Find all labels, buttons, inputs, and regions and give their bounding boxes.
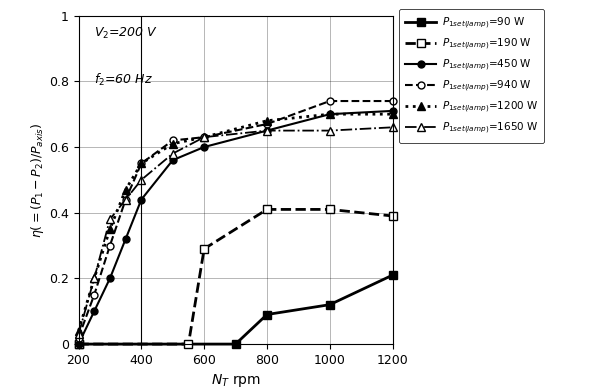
- $P$$_{1set(lamp)}$=940 W: [326, 99, 333, 103]
- $P$$_{1set(lamp)}$=450 W: [389, 109, 396, 113]
- $P$$_{1set(lamp)}$=1200 W: [201, 135, 208, 140]
- $P$$_{1set(lamp)}$=1650 W: [91, 276, 98, 281]
- $P$$_{1set(lamp)}$=940 W: [106, 243, 114, 248]
- $P$$_{1set(lamp)}$=90 W: [75, 342, 82, 346]
- $P$$_{1set(lamp)}$=1650 W: [169, 151, 176, 156]
- $P$$_{1set(lamp)}$=190 W: [201, 246, 208, 251]
- $P$$_{1set(lamp)}$=940 W: [91, 292, 98, 297]
- Line: $P$$_{1set(lamp)}$=940 W: $P$$_{1set(lamp)}$=940 W: [75, 98, 396, 341]
- Text: $V_2$=200 V: $V_2$=200 V: [94, 25, 158, 41]
- $P$$_{1set(lamp)}$=190 W: [389, 213, 396, 218]
- $P$$_{1set(lamp)}$=190 W: [185, 342, 192, 346]
- $P$$_{1set(lamp)}$=1200 W: [138, 161, 145, 166]
- $P$$_{1set(lamp)}$=1650 W: [138, 178, 145, 182]
- $P$$_{1set(lamp)}$=450 W: [138, 197, 145, 202]
- $P$$_{1set(lamp)}$=1650 W: [122, 197, 129, 202]
- $P$$_{1set(lamp)}$=1200 W: [263, 118, 271, 123]
- $P$$_{1set(lamp)}$=1200 W: [169, 142, 176, 146]
- $P$$_{1set(lamp)}$=940 W: [122, 197, 129, 202]
- $P$$_{1set(lamp)}$=1650 W: [326, 128, 333, 133]
- Y-axis label: $\eta(=(P_1-P_2)/P_{axis})$: $\eta(=(P_1-P_2)/P_{axis})$: [29, 122, 46, 238]
- $P$$_{1set(lamp)}$=940 W: [389, 99, 396, 103]
- Line: $P$$_{1set(lamp)}$=1200 W: $P$$_{1set(lamp)}$=1200 W: [74, 110, 397, 335]
- Legend: $P$$_{1set(lamp)}$=90 W, $P$$_{1set(lamp)}$=190 W, $P$$_{1set(lamp)}$=450 W, $P$: $P$$_{1set(lamp)}$=90 W, $P$$_{1set(lamp…: [399, 9, 544, 143]
- $P$$_{1set(lamp)}$=940 W: [201, 135, 208, 140]
- $P$$_{1set(lamp)}$=190 W: [75, 342, 82, 346]
- $P$$_{1set(lamp)}$=1200 W: [326, 112, 333, 117]
- $P$$_{1set(lamp)}$=1650 W: [263, 128, 271, 133]
- $P$$_{1set(lamp)}$=1650 W: [201, 135, 208, 140]
- Line: $P$$_{1set(lamp)}$=190 W: $P$$_{1set(lamp)}$=190 W: [74, 205, 397, 348]
- $P$$_{1set(lamp)}$=450 W: [326, 112, 333, 117]
- $P$$_{1set(lamp)}$=940 W: [169, 138, 176, 143]
- $P$$_{1set(lamp)}$=1650 W: [75, 332, 82, 337]
- $P$$_{1set(lamp)}$=450 W: [91, 309, 98, 314]
- $P$$_{1set(lamp)}$=450 W: [122, 237, 129, 241]
- $P$$_{1set(lamp)}$=190 W: [326, 207, 333, 212]
- $P$$_{1set(lamp)}$=1650 W: [389, 125, 396, 130]
- $P$$_{1set(lamp)}$=90 W: [389, 273, 396, 278]
- $P$$_{1set(lamp)}$=190 W: [263, 207, 271, 212]
- X-axis label: $N_T$ rpm: $N_T$ rpm: [211, 372, 260, 389]
- $P$$_{1set(lamp)}$=1200 W: [389, 112, 396, 117]
- $P$$_{1set(lamp)}$=450 W: [201, 145, 208, 149]
- Line: $P$$_{1set(lamp)}$=1650 W: $P$$_{1set(lamp)}$=1650 W: [74, 123, 397, 338]
- $P$$_{1set(lamp)}$=450 W: [75, 342, 82, 346]
- $P$$_{1set(lamp)}$=450 W: [263, 128, 271, 133]
- $P$$_{1set(lamp)}$=450 W: [169, 158, 176, 163]
- Text: $f_2$=60 Hz: $f_2$=60 Hz: [94, 72, 153, 88]
- $P$$_{1set(lamp)}$=1200 W: [106, 227, 114, 231]
- $P$$_{1set(lamp)}$=450 W: [106, 276, 114, 281]
- $P$$_{1set(lamp)}$=90 W: [326, 302, 333, 307]
- $P$$_{1set(lamp)}$=940 W: [138, 161, 145, 166]
- $P$$_{1set(lamp)}$=1200 W: [91, 276, 98, 281]
- Line: $P$$_{1set(lamp)}$=90 W: $P$$_{1set(lamp)}$=90 W: [74, 271, 397, 348]
- $P$$_{1set(lamp)}$=1650 W: [106, 217, 114, 222]
- $P$$_{1set(lamp)}$=90 W: [232, 342, 239, 346]
- $P$$_{1set(lamp)}$=1200 W: [122, 187, 129, 192]
- $P$$_{1set(lamp)}$=1200 W: [75, 328, 82, 333]
- $P$$_{1set(lamp)}$=90 W: [263, 312, 271, 317]
- $P$$_{1set(lamp)}$=940 W: [263, 122, 271, 126]
- Line: $P$$_{1set(lamp)}$=450 W: $P$$_{1set(lamp)}$=450 W: [75, 108, 396, 348]
- $P$$_{1set(lamp)}$=940 W: [75, 335, 82, 340]
